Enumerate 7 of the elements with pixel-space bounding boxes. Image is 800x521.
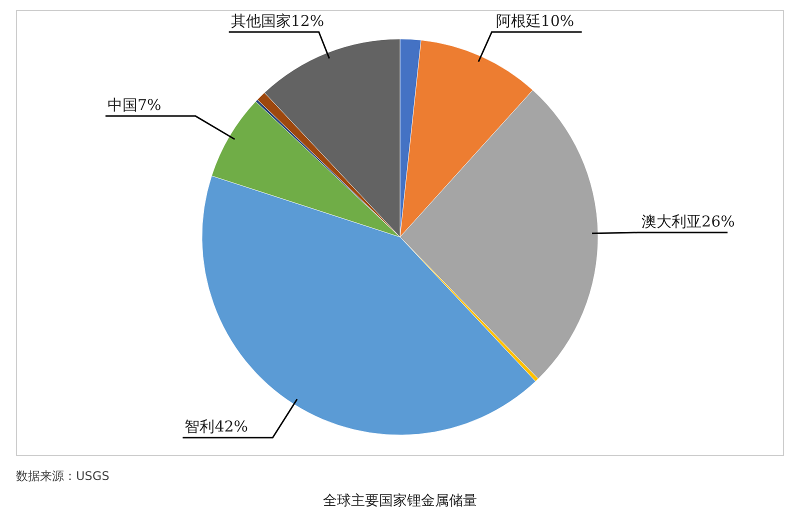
slice-label: 阿根廷10% [496, 12, 574, 30]
slice-label: 澳大利亚26% [642, 212, 735, 231]
slice-label: 中国7% [107, 96, 162, 114]
text: 全球主要国家锂金属储量 [323, 493, 477, 509]
slice-label: 其他国家12% [230, 12, 324, 30]
slice-label: 智利42% [184, 418, 248, 436]
source-note: 数据来源：USGS [16, 469, 110, 483]
